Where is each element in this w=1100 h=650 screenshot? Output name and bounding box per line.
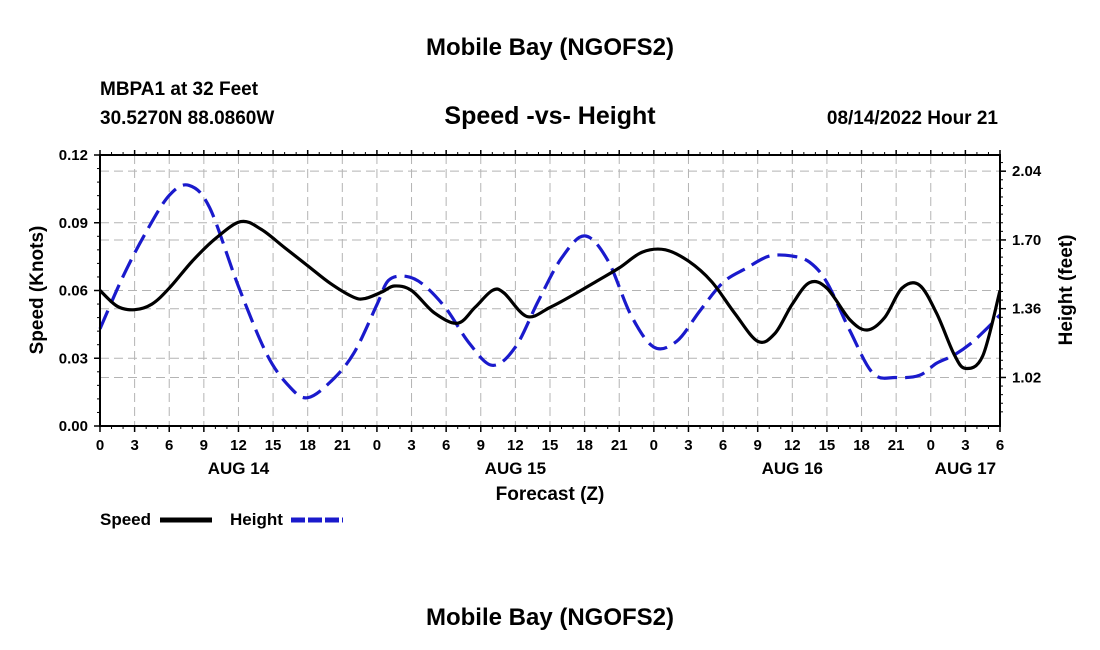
series-lines	[98, 183, 1002, 400]
x-tick-label: 3	[684, 437, 692, 454]
legend-height-label: Height	[230, 510, 283, 529]
x-tick-label: 0	[650, 437, 658, 454]
x-tick-label: 6	[442, 437, 450, 454]
station-coords: 30.5270N 88.0860W	[100, 108, 274, 129]
height-series-line	[98, 183, 1002, 400]
x-tick-label: 15	[265, 437, 282, 454]
grid-lines	[100, 155, 1000, 426]
x-tick-label: 15	[542, 437, 559, 454]
y2-tick-label: 2.04	[1012, 163, 1042, 180]
legend-speed-label: Speed	[100, 510, 151, 529]
x-tick-label: 15	[819, 437, 836, 454]
day-label: AUG 17	[935, 459, 996, 478]
y2-tick-label: 1.02	[1012, 369, 1041, 386]
x-tick-label: 12	[784, 437, 801, 454]
x-tick-label: 6	[719, 437, 727, 454]
y2-tick-label: 1.36	[1012, 301, 1041, 318]
x-tick-label: 9	[754, 437, 762, 454]
x-tick-label: 9	[477, 437, 485, 454]
x-tick-label: 18	[853, 437, 870, 454]
x-tick-label: 18	[299, 437, 316, 454]
x-tick-label: 9	[200, 437, 208, 454]
axes: 0 3 6 9 12 15 18 21 0 3 6 9 12 15 18 21 0 3 6 9 12 15 18 21 0 3 6A…	[59, 147, 1042, 478]
x-tick-label: 12	[507, 437, 524, 454]
x-tick-label: 12	[230, 437, 247, 454]
x-tick-label: 18	[576, 437, 593, 454]
day-label: AUG 15	[485, 459, 546, 478]
footer-title: Mobile Bay (NGOFS2)	[426, 604, 674, 631]
day-label: AUG 16	[762, 459, 823, 478]
y-tick-label: 0.09	[59, 215, 88, 232]
x-tick-label: 3	[130, 437, 138, 454]
x-tick-label: 6	[996, 437, 1004, 454]
x-tick-label: 0	[373, 437, 381, 454]
chart-subtitle: Speed -vs- Height	[444, 102, 656, 130]
x-tick-label: 3	[407, 437, 415, 454]
y-tick-label: 0.12	[59, 147, 88, 164]
x-tick-label: 3	[961, 437, 969, 454]
y-tick-label: 0.00	[59, 418, 88, 435]
x-tick-label: 0	[927, 437, 935, 454]
day-label: AUG 14	[208, 459, 270, 478]
x-axis-title: Forecast (Z)	[496, 484, 605, 505]
x-tick-label: 6	[165, 437, 173, 454]
y-tick-label: 0.06	[59, 283, 88, 300]
x-tick-label: 21	[611, 437, 628, 454]
y-axis-title: Speed (Knots)	[27, 226, 48, 355]
station-label: MBPA1 at 32 Feet	[100, 79, 259, 100]
speed-series-line	[98, 219, 1002, 371]
legend: Speed Height	[100, 510, 343, 529]
y-tick-label: 0.03	[59, 350, 88, 367]
page-title: Mobile Bay (NGOFS2)	[426, 34, 674, 61]
y2-tick-label: 1.70	[1012, 232, 1041, 249]
x-tick-label: 0	[96, 437, 104, 454]
y2-axis-title: Height (feet)	[1056, 235, 1077, 346]
x-tick-label: 21	[888, 437, 905, 454]
x-tick-label: 21	[334, 437, 351, 454]
forecast-timestamp: 08/14/2022 Hour 21	[827, 108, 999, 129]
